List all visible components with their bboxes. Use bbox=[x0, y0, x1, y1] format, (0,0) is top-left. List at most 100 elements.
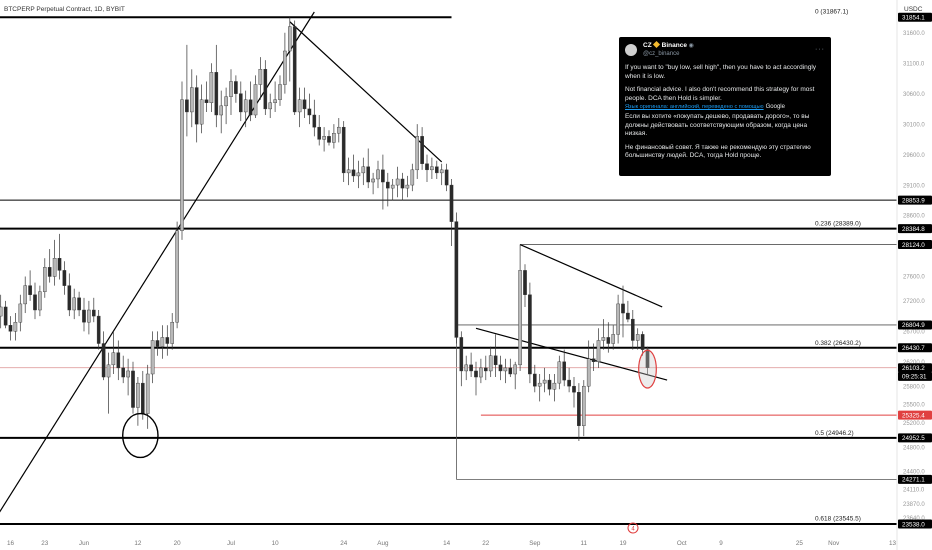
candle-down[interactable] bbox=[631, 310, 635, 350]
candle-down[interactable] bbox=[523, 264, 527, 307]
candle-down[interactable] bbox=[508, 358, 513, 378]
candle-up[interactable] bbox=[170, 313, 175, 350]
candle-down[interactable] bbox=[420, 127, 424, 170]
bounce-ellipse[interactable] bbox=[122, 412, 159, 459]
candle-down[interactable] bbox=[327, 130, 331, 146]
candle-up[interactable] bbox=[616, 294, 620, 344]
candle-up[interactable] bbox=[243, 90, 248, 128]
candle-down[interactable] bbox=[96, 310, 101, 350]
timezone-icon[interactable]: 4 bbox=[627, 522, 639, 534]
candle-up[interactable] bbox=[18, 294, 23, 332]
candle-up[interactable] bbox=[557, 355, 562, 390]
candle-down[interactable] bbox=[302, 87, 307, 119]
candle-up[interactable] bbox=[537, 373, 542, 402]
candle-down[interactable] bbox=[572, 377, 576, 408]
candle-down[interactable] bbox=[91, 297, 96, 323]
candle-up[interactable] bbox=[552, 373, 557, 402]
candle-up[interactable] bbox=[268, 93, 273, 119]
candle-up[interactable] bbox=[0, 294, 3, 329]
candle-down[interactable] bbox=[292, 20, 297, 115]
candle-down[interactable] bbox=[386, 172, 390, 207]
candle-down[interactable] bbox=[3, 300, 8, 329]
candle-up[interactable] bbox=[111, 331, 116, 374]
candle-down[interactable] bbox=[67, 273, 72, 317]
candle-up[interactable] bbox=[150, 331, 155, 384]
candle-up[interactable] bbox=[596, 328, 601, 368]
candle-down[interactable] bbox=[484, 355, 488, 381]
candle-up[interactable] bbox=[209, 63, 214, 112]
tweet-author-name[interactable]: CZ bbox=[643, 42, 652, 49]
candle-down[interactable] bbox=[567, 367, 571, 393]
candle-down[interactable] bbox=[248, 81, 253, 122]
candle-up[interactable] bbox=[322, 127, 326, 152]
candle-down[interactable] bbox=[165, 325, 170, 356]
candle-up[interactable] bbox=[346, 157, 351, 186]
candle-up[interactable] bbox=[273, 81, 277, 112]
trend-line[interactable] bbox=[519, 244, 663, 308]
candle-down[interactable] bbox=[155, 331, 160, 356]
candle-up[interactable] bbox=[288, 17, 292, 82]
candle-up[interactable] bbox=[479, 358, 483, 384]
candle-up[interactable] bbox=[87, 300, 91, 335]
candle-up[interactable] bbox=[160, 325, 165, 359]
candle-up[interactable] bbox=[258, 57, 263, 100]
candle-down[interactable] bbox=[606, 322, 611, 353]
candle-down[interactable] bbox=[640, 331, 645, 356]
candle-up[interactable] bbox=[52, 239, 57, 286]
candle-up[interactable] bbox=[430, 157, 434, 179]
candle-up[interactable] bbox=[405, 175, 410, 198]
candle-down[interactable] bbox=[469, 352, 473, 378]
candle-down[interactable] bbox=[341, 121, 346, 183]
candle-up[interactable] bbox=[371, 172, 375, 195]
candle-up[interactable] bbox=[23, 276, 28, 314]
candle-down[interactable] bbox=[307, 93, 312, 125]
candle-down[interactable] bbox=[435, 160, 439, 179]
candle-up[interactable] bbox=[13, 313, 18, 341]
candle-up[interactable] bbox=[145, 364, 150, 429]
candle-down[interactable] bbox=[533, 364, 537, 393]
candle-up[interactable] bbox=[439, 163, 444, 186]
candle-up[interactable] bbox=[518, 244, 522, 371]
candle-up[interactable] bbox=[229, 69, 233, 115]
candle-up[interactable] bbox=[410, 163, 415, 192]
candle-up[interactable] bbox=[43, 258, 47, 298]
highlight-circle[interactable] bbox=[638, 349, 657, 389]
candle-down[interactable] bbox=[33, 282, 37, 320]
candle-up[interactable] bbox=[126, 358, 130, 396]
candle-down[interactable] bbox=[317, 114, 322, 146]
candle-up[interactable] bbox=[199, 84, 204, 134]
candle-down[interactable] bbox=[562, 349, 566, 387]
candle-down[interactable] bbox=[101, 331, 106, 381]
candle-up[interactable] bbox=[136, 377, 140, 426]
candle-down[interactable] bbox=[493, 334, 498, 378]
candle-down[interactable] bbox=[459, 331, 464, 387]
candle-down[interactable] bbox=[444, 163, 449, 192]
candle-down[interactable] bbox=[454, 212, 459, 344]
candle-down[interactable] bbox=[547, 373, 552, 396]
candle-down[interactable] bbox=[400, 172, 405, 201]
candle-down[interactable] bbox=[82, 297, 86, 332]
avatar[interactable] bbox=[625, 44, 637, 56]
candle-down[interactable] bbox=[185, 44, 189, 137]
candle-down[interactable] bbox=[47, 249, 52, 283]
candle-down[interactable] bbox=[577, 383, 581, 442]
candle-up[interactable] bbox=[611, 325, 615, 350]
candle-up[interactable] bbox=[415, 124, 420, 179]
candle-down[interactable] bbox=[131, 361, 135, 414]
candle-up[interactable] bbox=[376, 160, 380, 189]
candle-down[interactable] bbox=[312, 99, 317, 137]
candle-up[interactable] bbox=[297, 87, 302, 128]
candle-up[interactable] bbox=[488, 346, 493, 378]
candle-up[interactable] bbox=[586, 340, 591, 393]
candle-up[interactable] bbox=[106, 352, 111, 414]
candle-up[interactable] bbox=[337, 118, 341, 143]
candle-down[interactable] bbox=[62, 261, 67, 295]
candle-up[interactable] bbox=[635, 328, 640, 350]
candle-down[interactable] bbox=[645, 346, 650, 374]
candle-up[interactable] bbox=[582, 380, 586, 437]
candle-down[interactable] bbox=[57, 233, 62, 280]
candle-up[interactable] bbox=[180, 81, 184, 240]
candle-down[interactable] bbox=[381, 154, 385, 210]
candle-up[interactable] bbox=[189, 69, 194, 128]
